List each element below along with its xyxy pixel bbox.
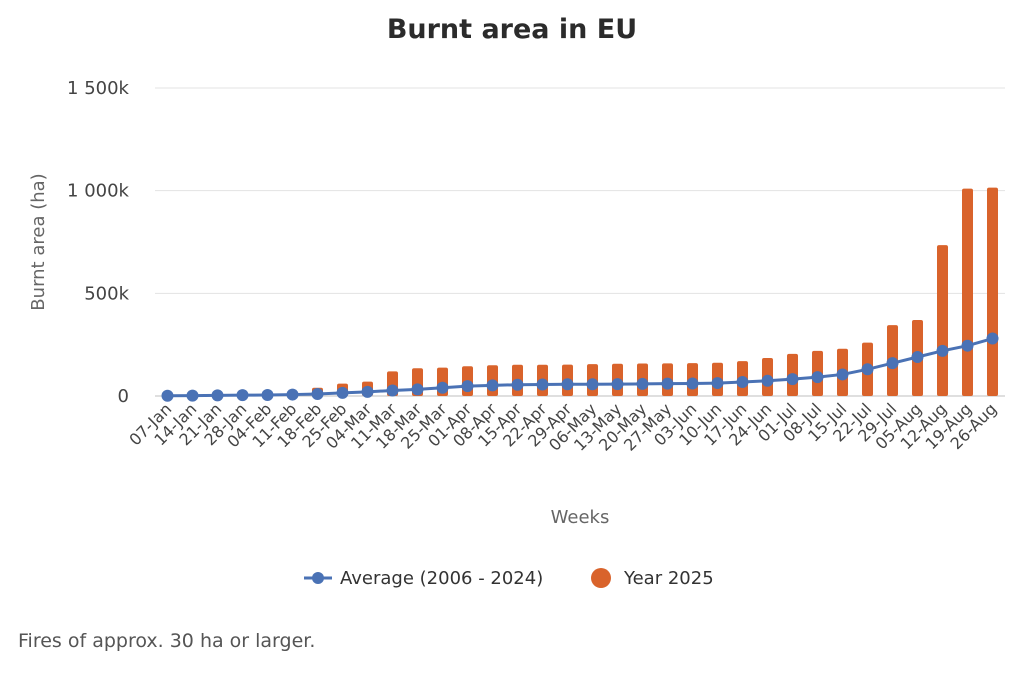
point-average[interactable] — [386, 384, 399, 397]
legend-bar-swatch — [591, 568, 611, 588]
footnote: Fires of approx. 30 ha or larger. — [18, 630, 316, 652]
point-average[interactable] — [286, 388, 299, 401]
bar-series-year-2025 — [162, 187, 998, 396]
legend-item-year-2025[interactable]: Year 2025 — [591, 568, 714, 589]
point-average[interactable] — [411, 383, 424, 396]
point-average[interactable] — [511, 378, 524, 391]
chart-title: Burnt area in EU — [386, 14, 638, 45]
point-average[interactable] — [611, 378, 624, 391]
point-average[interactable] — [586, 378, 599, 391]
bar-year-2025[interactable] — [987, 187, 998, 396]
point-average[interactable] — [236, 389, 249, 402]
point-average[interactable] — [936, 344, 949, 357]
point-average[interactable] — [661, 377, 674, 390]
point-average[interactable] — [886, 357, 899, 370]
y-axis-label: Burnt area (ha) — [28, 173, 49, 310]
point-average[interactable] — [261, 388, 274, 401]
point-average[interactable] — [761, 374, 774, 387]
point-average[interactable] — [486, 379, 499, 392]
legend-label-year-2025: Year 2025 — [623, 568, 714, 589]
point-average[interactable] — [861, 363, 874, 376]
point-average[interactable] — [636, 377, 649, 390]
line-series-average — [161, 332, 999, 402]
point-average[interactable] — [711, 377, 724, 390]
grid-lines — [155, 87, 1005, 397]
y-tick-label: 500k — [84, 283, 129, 304]
point-average[interactable] — [811, 371, 824, 384]
point-average[interactable] — [336, 386, 349, 399]
y-tick-label: 1 000k — [67, 181, 130, 202]
legend-label-average: Average (2006 - 2024) — [340, 568, 543, 589]
point-average[interactable] — [536, 378, 549, 391]
point-average[interactable] — [311, 387, 324, 400]
legend-marker-swatch — [312, 572, 324, 584]
x-axis-label: Weeks — [551, 507, 610, 528]
x-axis-ticks: 07-Jan14-Jan21-Jan28-Jan04-Feb11-Feb18-F… — [125, 399, 1000, 455]
point-average[interactable] — [436, 381, 449, 394]
point-average[interactable] — [361, 385, 374, 398]
point-average[interactable] — [736, 376, 749, 389]
legend-item-average[interactable]: Average (2006 - 2024) — [304, 568, 543, 589]
y-axis-ticks: 0 500k 1 000k 1 500k — [67, 78, 130, 407]
point-average[interactable] — [686, 377, 699, 390]
point-average[interactable] — [161, 389, 174, 402]
y-tick-label: 0 — [118, 386, 129, 407]
point-average[interactable] — [961, 339, 974, 352]
y-tick-label: 1 500k — [67, 78, 130, 99]
point-average[interactable] — [786, 373, 799, 386]
point-average[interactable] — [186, 389, 199, 402]
point-average[interactable] — [211, 389, 224, 402]
bar-year-2025[interactable] — [937, 245, 948, 396]
point-average[interactable] — [986, 332, 999, 345]
bar-year-2025[interactable] — [962, 188, 973, 396]
point-average[interactable] — [911, 350, 924, 363]
point-average[interactable] — [461, 380, 474, 393]
line-average — [167, 337, 993, 398]
legend[interactable]: Average (2006 - 2024) Year 2025 — [304, 568, 714, 589]
point-average[interactable] — [561, 378, 574, 391]
point-average[interactable] — [836, 368, 849, 381]
